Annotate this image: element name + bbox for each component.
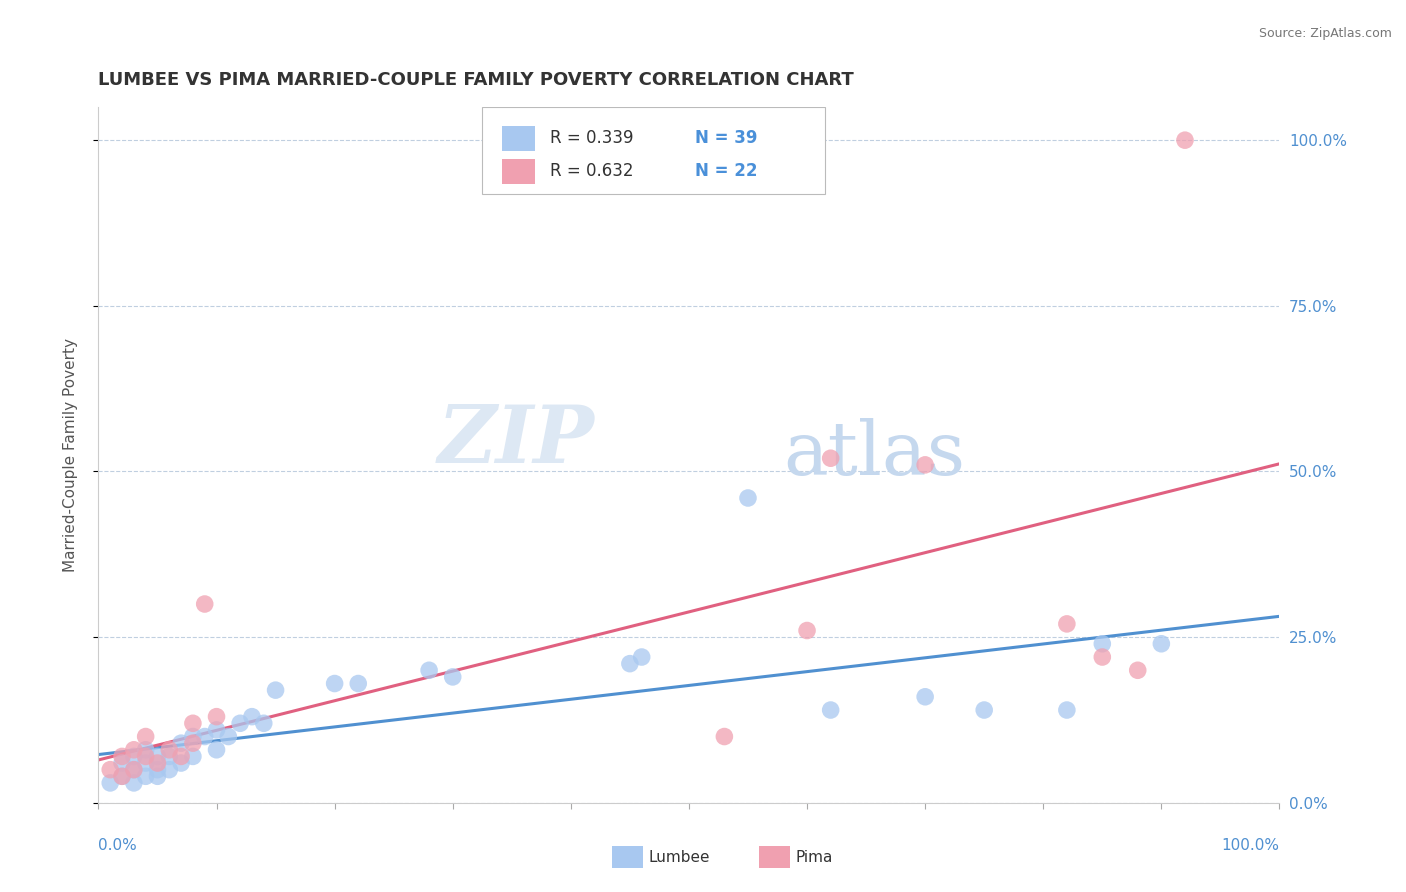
Text: atlas: atlas — [783, 418, 966, 491]
Point — [194, 730, 217, 744]
Point — [170, 756, 193, 770]
Text: R = 0.632: R = 0.632 — [550, 162, 633, 180]
Point — [170, 749, 193, 764]
Point — [98, 776, 121, 790]
Point — [157, 743, 180, 757]
Bar — [502, 159, 536, 184]
Text: Pima: Pima — [796, 850, 834, 864]
Point — [1091, 650, 1114, 665]
Point — [122, 743, 145, 757]
Point — [146, 763, 169, 777]
Point — [713, 730, 735, 744]
Point — [122, 776, 145, 790]
Text: 0.0%: 0.0% — [98, 838, 138, 854]
Point — [170, 736, 193, 750]
Point — [122, 763, 145, 777]
Point — [122, 763, 145, 777]
Point — [111, 769, 134, 783]
Point — [264, 683, 287, 698]
Point — [205, 723, 228, 737]
Point — [1091, 637, 1114, 651]
Text: Source: ZipAtlas.com: Source: ZipAtlas.com — [1258, 27, 1392, 40]
Point — [914, 690, 936, 704]
Point — [194, 597, 217, 611]
Point — [181, 716, 204, 731]
Point — [737, 491, 759, 505]
Point — [217, 730, 239, 744]
Point — [1150, 637, 1173, 651]
Point — [1126, 663, 1149, 677]
Point — [323, 676, 346, 690]
Point — [630, 650, 652, 665]
Point — [157, 763, 180, 777]
Point — [914, 458, 936, 472]
Point — [1174, 133, 1197, 147]
Point — [135, 756, 157, 770]
Point — [135, 769, 157, 783]
Point — [135, 730, 157, 744]
Point — [146, 769, 169, 783]
Point — [418, 663, 440, 677]
Point — [157, 749, 180, 764]
Text: Lumbee: Lumbee — [648, 850, 710, 864]
Point — [146, 749, 169, 764]
Point — [619, 657, 641, 671]
Point — [98, 763, 121, 777]
Text: N = 39: N = 39 — [695, 129, 758, 147]
Point — [441, 670, 464, 684]
Point — [135, 743, 157, 757]
Point — [1056, 616, 1078, 631]
Text: 100.0%: 100.0% — [1222, 838, 1279, 854]
Point — [122, 749, 145, 764]
Text: LUMBEE VS PIMA MARRIED-COUPLE FAMILY POVERTY CORRELATION CHART: LUMBEE VS PIMA MARRIED-COUPLE FAMILY POV… — [98, 71, 855, 89]
Point — [135, 749, 157, 764]
Point — [111, 749, 134, 764]
Y-axis label: Married-Couple Family Poverty: Married-Couple Family Poverty — [63, 338, 77, 572]
Text: R = 0.339: R = 0.339 — [550, 129, 633, 147]
Text: N = 22: N = 22 — [695, 162, 758, 180]
Point — [973, 703, 995, 717]
Point — [205, 709, 228, 723]
Point — [111, 769, 134, 783]
Text: ZIP: ZIP — [437, 402, 595, 480]
Point — [240, 709, 263, 723]
Point — [181, 736, 204, 750]
Point — [146, 756, 169, 770]
Point — [796, 624, 818, 638]
Point — [181, 730, 204, 744]
Point — [820, 451, 842, 466]
Point — [111, 756, 134, 770]
Bar — [502, 126, 536, 151]
Point — [347, 676, 370, 690]
Point — [181, 749, 204, 764]
Point — [253, 716, 276, 731]
FancyBboxPatch shape — [482, 107, 825, 194]
Point — [820, 703, 842, 717]
Point — [205, 743, 228, 757]
Point — [1056, 703, 1078, 717]
Point — [229, 716, 252, 731]
